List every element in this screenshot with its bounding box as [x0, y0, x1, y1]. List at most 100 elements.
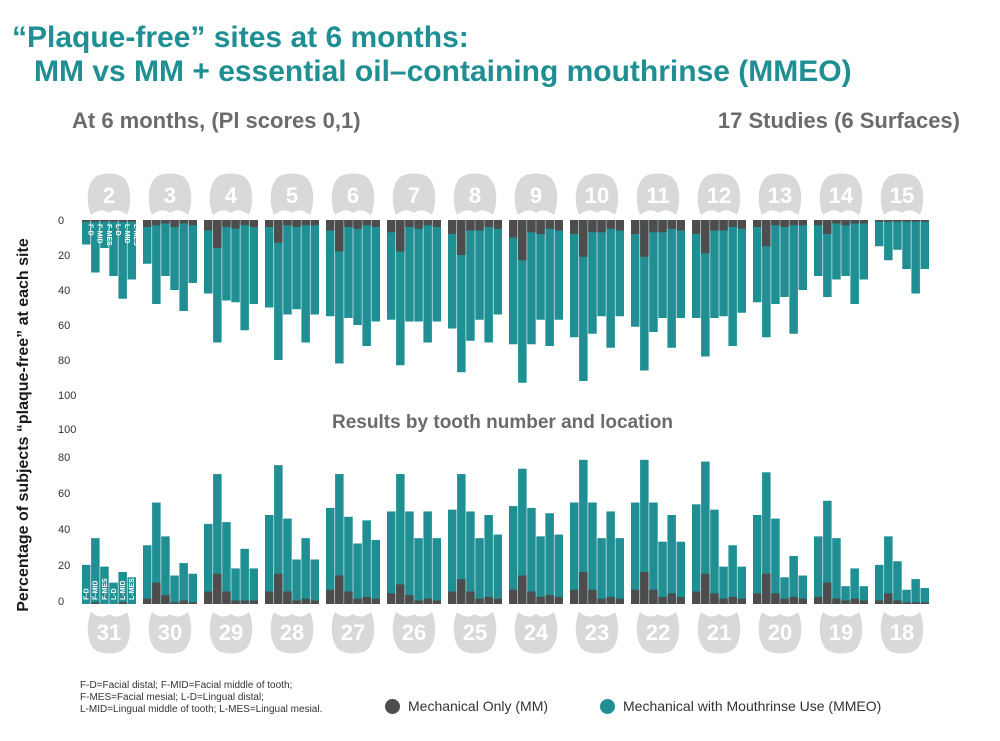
tooth-number: 12 — [707, 183, 731, 208]
mmeo-bar — [301, 538, 310, 604]
mm-bar — [841, 600, 850, 604]
mmeo-bar — [554, 220, 563, 320]
mm-bar — [475, 598, 484, 604]
mmeo-bar — [911, 220, 920, 294]
mmeo-bar — [170, 575, 179, 604]
mm-bar — [814, 220, 823, 226]
mmeo-bar — [570, 502, 579, 604]
mmeo-bar — [457, 220, 466, 373]
mmeo-bar — [457, 474, 466, 604]
mmeo-bar — [832, 220, 841, 280]
mm-bar — [841, 220, 850, 226]
mm-bar — [875, 600, 884, 604]
mmeo-bar — [518, 468, 527, 604]
mmeo-bar — [859, 220, 868, 280]
mm-bar — [753, 593, 762, 604]
mmeo-bar — [396, 474, 405, 604]
mmeo-bar — [274, 220, 283, 360]
mm-bar — [859, 600, 868, 604]
mmeo-bar — [902, 220, 911, 269]
mmeo-bar — [204, 220, 213, 294]
mmeo-bar — [161, 220, 170, 276]
mmeo-bar — [265, 220, 274, 308]
mmeo-bar — [274, 465, 283, 604]
mm-bar — [265, 220, 274, 227]
mmeo-bar — [292, 559, 301, 604]
mmeo-bar — [814, 220, 823, 276]
tooth-icon — [636, 612, 680, 654]
tooth-icon — [148, 612, 192, 654]
mmeo-bar — [728, 220, 737, 346]
mmeo-bar — [920, 587, 929, 604]
tooth-icon — [575, 173, 619, 215]
mm-bar — [405, 220, 414, 227]
tooth-number: 10 — [585, 183, 609, 208]
mmeo-bar — [832, 538, 841, 604]
mm-bar — [326, 220, 335, 231]
mmeo-bar — [387, 511, 396, 604]
mmeo-bar — [240, 548, 249, 604]
mm-bar — [737, 598, 746, 604]
mm-bar — [91, 220, 100, 222]
lower-tick: 20 — [58, 560, 71, 572]
mm-bar — [640, 571, 649, 604]
mm-bar — [82, 220, 91, 222]
mmeo-bar — [509, 220, 518, 345]
tooth-icon — [819, 612, 863, 654]
mmeo-bar — [109, 582, 118, 604]
mm-bar — [448, 591, 457, 604]
mmeo-bar — [188, 220, 197, 283]
mmeo-bar — [554, 534, 563, 604]
mmeo-bar — [249, 568, 258, 604]
tooth-icon — [636, 173, 680, 215]
mmeo-bar — [719, 220, 728, 317]
mm-bar — [362, 596, 371, 604]
mmeo-bar — [597, 220, 606, 317]
mm-bar — [283, 220, 292, 226]
mm-bar — [850, 220, 859, 224]
mm-bar — [475, 220, 484, 231]
mm-bar — [231, 220, 240, 229]
mm-bar — [91, 602, 100, 604]
mmeo-bar — [753, 515, 762, 604]
mmeo-bar — [640, 220, 649, 371]
mmeo-bar — [771, 220, 780, 304]
mm-bar — [188, 602, 197, 604]
mm-bar — [265, 591, 274, 604]
mmeo-bar — [859, 586, 868, 604]
mm-bar — [213, 220, 222, 248]
mmeo-bar — [371, 539, 380, 604]
mmeo-bar — [387, 220, 396, 320]
tooth-number: 22 — [646, 620, 670, 645]
tooth-number: 2 — [103, 183, 115, 208]
mm-bar — [884, 220, 893, 222]
mmeo-bar — [570, 220, 579, 338]
chart-title-line2: MM vs MM + essential oil–containing mout… — [34, 55, 852, 88]
mmeo-bar — [310, 559, 319, 604]
tooth-icon — [87, 612, 131, 654]
mm-bar — [249, 220, 258, 227]
lower-tick: 40 — [58, 524, 71, 536]
mm-bar — [204, 591, 213, 604]
mmeo-bar — [728, 545, 737, 604]
mmeo-bar — [676, 541, 685, 604]
mmeo-bar — [841, 586, 850, 604]
mm-bar — [179, 600, 188, 604]
site-label: L-MID — [120, 581, 127, 600]
mm-bar — [893, 600, 902, 604]
mmeo-bar — [335, 220, 344, 364]
mmeo-bar — [527, 220, 536, 345]
mmeo-bar — [701, 220, 710, 357]
mm-bar — [692, 591, 701, 604]
tooth-number: 19 — [829, 620, 853, 645]
mm-bar — [920, 602, 929, 604]
mm-bar — [240, 220, 249, 226]
mmeo-bar — [222, 522, 231, 604]
tooth-icon — [575, 612, 619, 654]
mmeo-bar — [213, 474, 222, 604]
mmeo-bar — [780, 220, 789, 297]
mm-bar — [143, 598, 152, 604]
mmeo-bar — [579, 220, 588, 381]
mm-bar — [536, 596, 545, 604]
mmeo-bar — [920, 220, 929, 269]
